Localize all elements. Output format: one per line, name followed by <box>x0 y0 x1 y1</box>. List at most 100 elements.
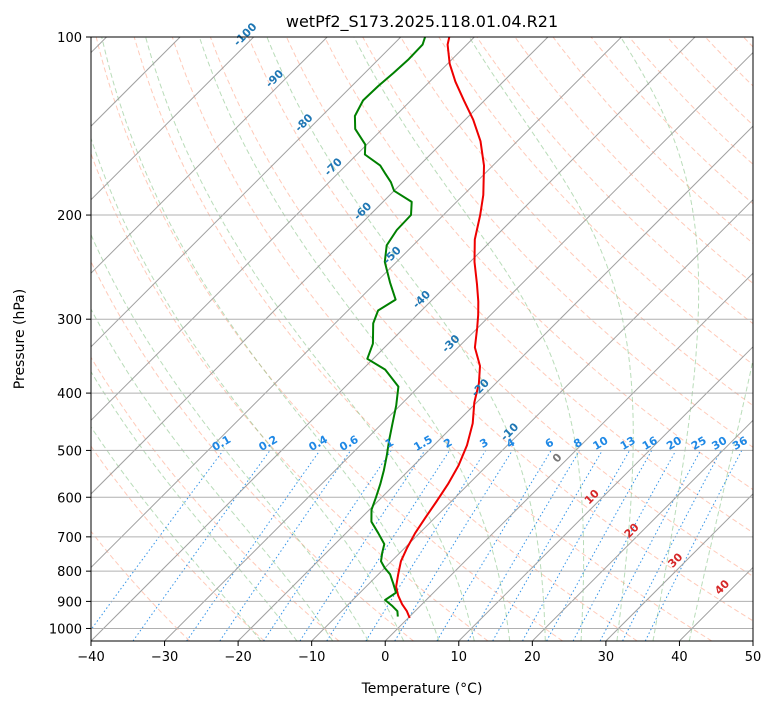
x-tick-label: 20 <box>524 650 541 665</box>
dry-adiabat <box>362 37 753 448</box>
dewpoint-line <box>353 37 427 617</box>
mixing-ratio-label: 2 <box>441 436 454 451</box>
isotherm-line <box>91 37 622 569</box>
moist-adiabat <box>91 308 334 641</box>
moist-adiabat <box>620 37 700 641</box>
mixing-ratio-line <box>622 450 722 641</box>
y-tick-label: 400 <box>57 387 82 402</box>
moist-adiabat <box>91 426 262 641</box>
x-axis-ticks: −40 −30 −20 −10 0 10 20 30 40 50 <box>77 641 761 665</box>
isotherm-label: -40 <box>410 288 433 311</box>
dry-adiabat <box>91 530 191 641</box>
isotherm-line <box>91 37 696 641</box>
dry-adiabat <box>133 37 638 641</box>
moist-adiabat <box>91 136 405 641</box>
dry-adiabat <box>514 37 753 284</box>
isotherm-line <box>91 37 549 495</box>
y-tick-label: 500 <box>57 444 82 459</box>
x-tick-label: 50 <box>745 650 762 665</box>
mixing-ratio-line <box>186 450 321 641</box>
dry-adiabat <box>704 37 753 87</box>
isotherm-label: 20 <box>622 520 642 540</box>
pressure-gridlines <box>91 37 753 629</box>
profile-lines <box>353 37 485 619</box>
isotherm-line <box>91 37 402 348</box>
dry-adiabat <box>590 37 753 205</box>
x-tick-label: 0 <box>381 650 389 665</box>
dry-adiabat <box>400 37 753 407</box>
dry-adiabat <box>476 37 753 325</box>
dry-adiabat <box>666 37 753 126</box>
background-lines <box>91 37 753 641</box>
isotherm-label: -70 <box>322 155 345 178</box>
mixing-ratio-line <box>546 450 653 641</box>
moist-adiabat <box>266 37 546 641</box>
isotherm-label: -100 <box>231 20 260 49</box>
x-tick-label: −20 <box>224 650 251 665</box>
mixing-ratio-line <box>394 450 513 641</box>
isotherm-label: -50 <box>381 243 404 266</box>
dry-adiabat <box>438 37 753 365</box>
isotherm-label: 40 <box>712 577 732 597</box>
y-tick-label: 900 <box>57 595 82 610</box>
isotherm-line <box>531 419 753 641</box>
y-tick-label: 100 <box>57 31 82 46</box>
y-tick-label: 800 <box>57 565 82 580</box>
mixing-ratio-label: 3 <box>477 436 490 451</box>
isotherm-line <box>91 37 328 274</box>
y-tick-label: 300 <box>57 313 82 328</box>
moist-adiabat <box>101 37 440 641</box>
dry-adiabat <box>95 37 563 641</box>
y-axis-ticks: 1000 900 800 700 600 500 400 300 200 100 <box>49 31 91 637</box>
dry-adiabat <box>91 445 265 641</box>
mixing-ratio-label: 6 <box>543 436 556 451</box>
dry-adiabat <box>91 260 414 641</box>
x-tick-label: −40 <box>77 650 104 665</box>
moist-adiabat <box>91 233 369 641</box>
mixing-ratio-line <box>326 450 451 641</box>
chart-title: wetPf2_S173.2025.118.01.04.R21 <box>286 12 558 32</box>
x-axis-label: Temperature (°C) <box>361 681 483 697</box>
isotherm-label: -90 <box>263 67 286 90</box>
mixing-ratio-line <box>91 450 224 631</box>
moist-adiabat <box>353 37 585 641</box>
moist-adiabat <box>145 37 475 641</box>
dry-adiabat <box>91 356 340 641</box>
dry-adiabat <box>743 37 753 48</box>
isotherm-line <box>311 198 753 641</box>
dry-adiabat <box>171 37 713 641</box>
mixing-ratio-line <box>436 450 552 641</box>
y-axis-label: Pressure (hPa) <box>12 289 28 389</box>
mixing-ratio-line <box>522 450 631 641</box>
isotherm-line <box>237 125 753 641</box>
isotherm-line <box>752 640 753 641</box>
mixing-ratio-line <box>263 450 392 641</box>
mixing-ratio-label: 1 <box>383 436 396 451</box>
x-tick-label: 10 <box>451 650 468 665</box>
isotherm-line <box>164 51 753 641</box>
mixing-ratio-line <box>219 450 352 641</box>
temperature-line <box>395 37 485 619</box>
y-tick-label: 1000 <box>49 622 82 637</box>
mixing-ratio-line <box>572 450 677 641</box>
dry-adiabat <box>324 37 753 491</box>
plot-frame <box>90 36 754 642</box>
dry-adiabat <box>209 37 753 622</box>
isotherm-label: -20 <box>469 376 492 399</box>
dry-adiabat <box>247 37 753 577</box>
isotherm-line <box>679 566 753 641</box>
y-tick-label: 600 <box>57 491 82 506</box>
isotherm-line <box>605 493 753 641</box>
isotherm-line <box>458 346 753 641</box>
y-tick-label: 700 <box>57 531 82 546</box>
isotherm-label: -60 <box>351 199 374 222</box>
x-tick-label: −10 <box>298 650 325 665</box>
moist-adiabat <box>468 37 634 641</box>
mixing-ratio-line <box>644 450 743 641</box>
mixing-ratio-line <box>299 450 426 641</box>
x-tick-label: 40 <box>671 650 688 665</box>
x-tick-label: −30 <box>151 650 178 665</box>
isotherm-line <box>91 37 255 201</box>
dry-adiabat <box>552 37 753 244</box>
isotherm-line <box>384 272 753 641</box>
